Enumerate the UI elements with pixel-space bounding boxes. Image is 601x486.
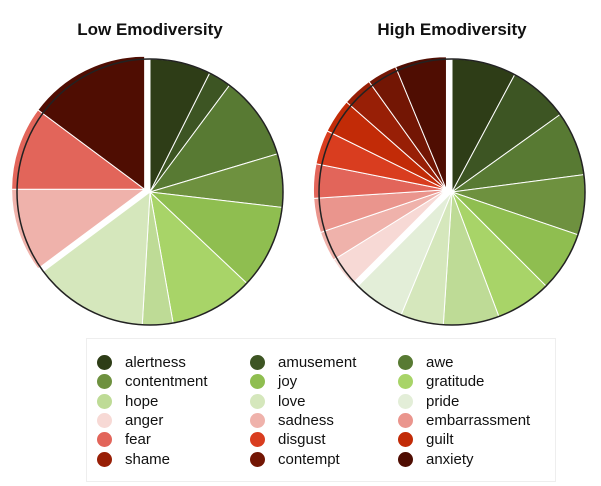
legend-swatch [250,355,265,370]
legend-swatch [250,432,265,448]
legend: alertness amusement awe contentment joy grati… [86,338,556,482]
legend-label: gratitude [426,373,485,391]
legend-label: love [278,392,306,410]
legend-swatch [398,451,413,467]
legend-label: shame [125,450,171,468]
legend-swatch [250,374,265,390]
legend-label: disgust [278,431,326,449]
legend-label: alertness [125,354,186,371]
legend-label: fear [125,431,151,449]
pie-slice-fear [11,109,147,190]
legend-label: hope [125,392,159,410]
legend-label: amusement [278,354,357,371]
legend-label: guilt [426,431,454,449]
pie-outline [318,58,586,326]
legend-label: anxiety [426,450,474,468]
chart-title-high: High Emodiversity [377,20,527,39]
legend-label: sadness [278,411,334,429]
pie-outline [16,58,284,326]
legend-swatch [250,393,265,409]
legend-swatch [250,412,265,428]
legend-swatch [398,412,413,428]
legend-label: contempt [278,450,340,468]
legend-label: contentment [125,373,208,391]
legend-swatch [398,374,413,390]
legend-swatch [97,451,112,467]
legend-swatch [398,432,413,448]
legend-swatch [97,355,112,370]
pie-chart-high [312,56,586,326]
pie-slice-anxiety [394,56,447,190]
chart-title-low: Low Emodiversity [77,20,223,39]
legend-swatch [97,412,112,428]
legend-label: embarrassment [426,411,531,429]
legend-label: awe [426,354,454,371]
legend-swatch [398,355,413,370]
pie-chart-low [11,55,284,326]
legend-swatch [398,393,413,409]
legend-label: pride [426,392,460,410]
legend-swatch [97,432,112,448]
pie-slice-sadness [11,188,147,270]
legend-label: joy [278,373,298,391]
legend-swatch [250,451,265,467]
legend-swatch [97,393,112,409]
legend-label: anger [125,411,164,429]
legend-swatch [97,374,112,390]
